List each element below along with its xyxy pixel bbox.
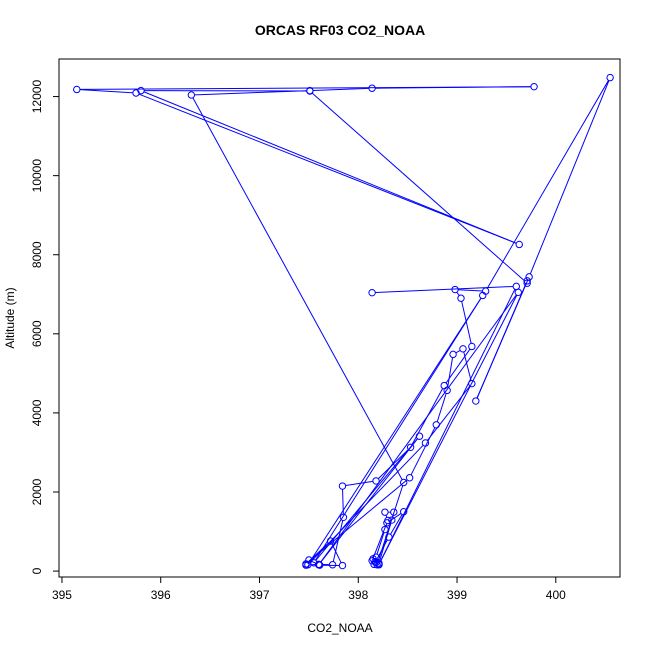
series-line-segment bbox=[313, 87, 369, 92]
series-line-segment bbox=[375, 286, 514, 294]
data-point bbox=[375, 560, 383, 569]
series-line-segment bbox=[345, 480, 373, 487]
y-tick-label: 6000 bbox=[30, 320, 44, 347]
data-point bbox=[368, 288, 376, 297]
data-point bbox=[468, 379, 476, 388]
series-line-segment bbox=[455, 350, 461, 354]
y-tick-label: 2000 bbox=[30, 478, 44, 505]
series-line-segment bbox=[456, 291, 460, 296]
series-line-segment bbox=[315, 297, 482, 561]
data-point bbox=[523, 277, 531, 285]
data-point bbox=[73, 85, 81, 94]
series-line-segment bbox=[379, 523, 392, 561]
data-point bbox=[530, 82, 538, 91]
data-point bbox=[381, 508, 389, 516]
data-point bbox=[315, 561, 323, 569]
y-axis-label: Altitude (m) bbox=[3, 287, 17, 348]
series-line-segment bbox=[463, 351, 472, 381]
series-line-segment bbox=[80, 89, 133, 94]
data-point bbox=[368, 84, 376, 92]
data-point bbox=[326, 537, 335, 545]
data-point bbox=[370, 560, 378, 569]
x-axis-label: CO2_NOAA bbox=[307, 621, 372, 635]
x-tick-label: 400 bbox=[546, 588, 566, 602]
series-line-segment bbox=[380, 295, 518, 562]
series-line-segment bbox=[331, 543, 342, 563]
series-line-segment bbox=[461, 301, 472, 344]
data-point bbox=[390, 508, 398, 516]
data-point bbox=[385, 533, 393, 541]
series-line-segment bbox=[486, 80, 609, 289]
series-line-segment bbox=[308, 479, 408, 563]
x-tick-label: 395 bbox=[52, 588, 72, 602]
series-line-segment bbox=[376, 532, 385, 555]
chart-title: ORCAS RF03 CO2_NOAA bbox=[255, 22, 425, 38]
data-point bbox=[421, 439, 430, 447]
data-point bbox=[432, 421, 440, 429]
data-point bbox=[451, 285, 459, 294]
x-tick-label: 398 bbox=[348, 588, 368, 602]
series-line-segment bbox=[320, 438, 418, 563]
series-line-segment bbox=[390, 514, 403, 535]
series-line-segment bbox=[458, 289, 483, 292]
series-line-segment bbox=[80, 86, 531, 90]
series-line-segment bbox=[436, 393, 447, 422]
series-line-segment bbox=[380, 289, 516, 562]
plot-area bbox=[73, 73, 614, 570]
series-line-segment bbox=[309, 297, 482, 563]
data-point bbox=[338, 561, 347, 570]
data-point bbox=[328, 561, 337, 569]
series-line-segment bbox=[312, 92, 526, 282]
data-point bbox=[525, 273, 533, 281]
series-line-segment bbox=[192, 97, 403, 480]
y-tick-label: 10000 bbox=[30, 159, 44, 193]
series-line-segment bbox=[372, 525, 387, 558]
data-point bbox=[399, 508, 408, 516]
plot-frame bbox=[58, 58, 621, 578]
data-point bbox=[515, 240, 523, 249]
data-point bbox=[339, 513, 348, 521]
data-point bbox=[137, 86, 145, 95]
data-point bbox=[459, 345, 467, 353]
data-point bbox=[468, 342, 476, 351]
series-line-segment bbox=[476, 279, 529, 399]
data-point bbox=[368, 557, 376, 565]
data-point bbox=[406, 443, 415, 452]
data-point bbox=[372, 477, 380, 485]
x-tick-label: 396 bbox=[151, 588, 171, 602]
data-point bbox=[381, 525, 389, 534]
data-point bbox=[606, 73, 614, 82]
data-point bbox=[310, 559, 318, 567]
data-point bbox=[415, 432, 424, 440]
y-tick-label: 0 bbox=[30, 567, 44, 574]
data-point bbox=[457, 294, 465, 302]
x-tick-label: 397 bbox=[249, 588, 269, 602]
data-point bbox=[449, 350, 457, 359]
data-point bbox=[443, 386, 451, 395]
series-line-segment bbox=[320, 294, 517, 563]
data-point bbox=[338, 482, 347, 490]
data-point bbox=[399, 478, 408, 487]
axes: 395 396 397 398 399 4000200040006000800010000… bbox=[30, 80, 566, 602]
series-line-segment bbox=[378, 449, 409, 479]
series-line-segment bbox=[445, 348, 471, 384]
y-tick-label: 12000 bbox=[30, 80, 44, 114]
data-point bbox=[187, 91, 196, 99]
series-line-segment bbox=[529, 80, 610, 275]
data-point bbox=[472, 397, 480, 405]
data-point bbox=[306, 87, 314, 95]
x-tick-label: 399 bbox=[447, 588, 467, 602]
data-point bbox=[479, 291, 487, 300]
y-tick-label: 8000 bbox=[30, 241, 44, 268]
y-tick-label: 4000 bbox=[30, 399, 44, 426]
data-point bbox=[405, 474, 414, 482]
series-line-segment bbox=[447, 357, 454, 388]
series-line-segment bbox=[332, 520, 344, 562]
data-point bbox=[512, 282, 520, 291]
data-point bbox=[383, 519, 391, 527]
